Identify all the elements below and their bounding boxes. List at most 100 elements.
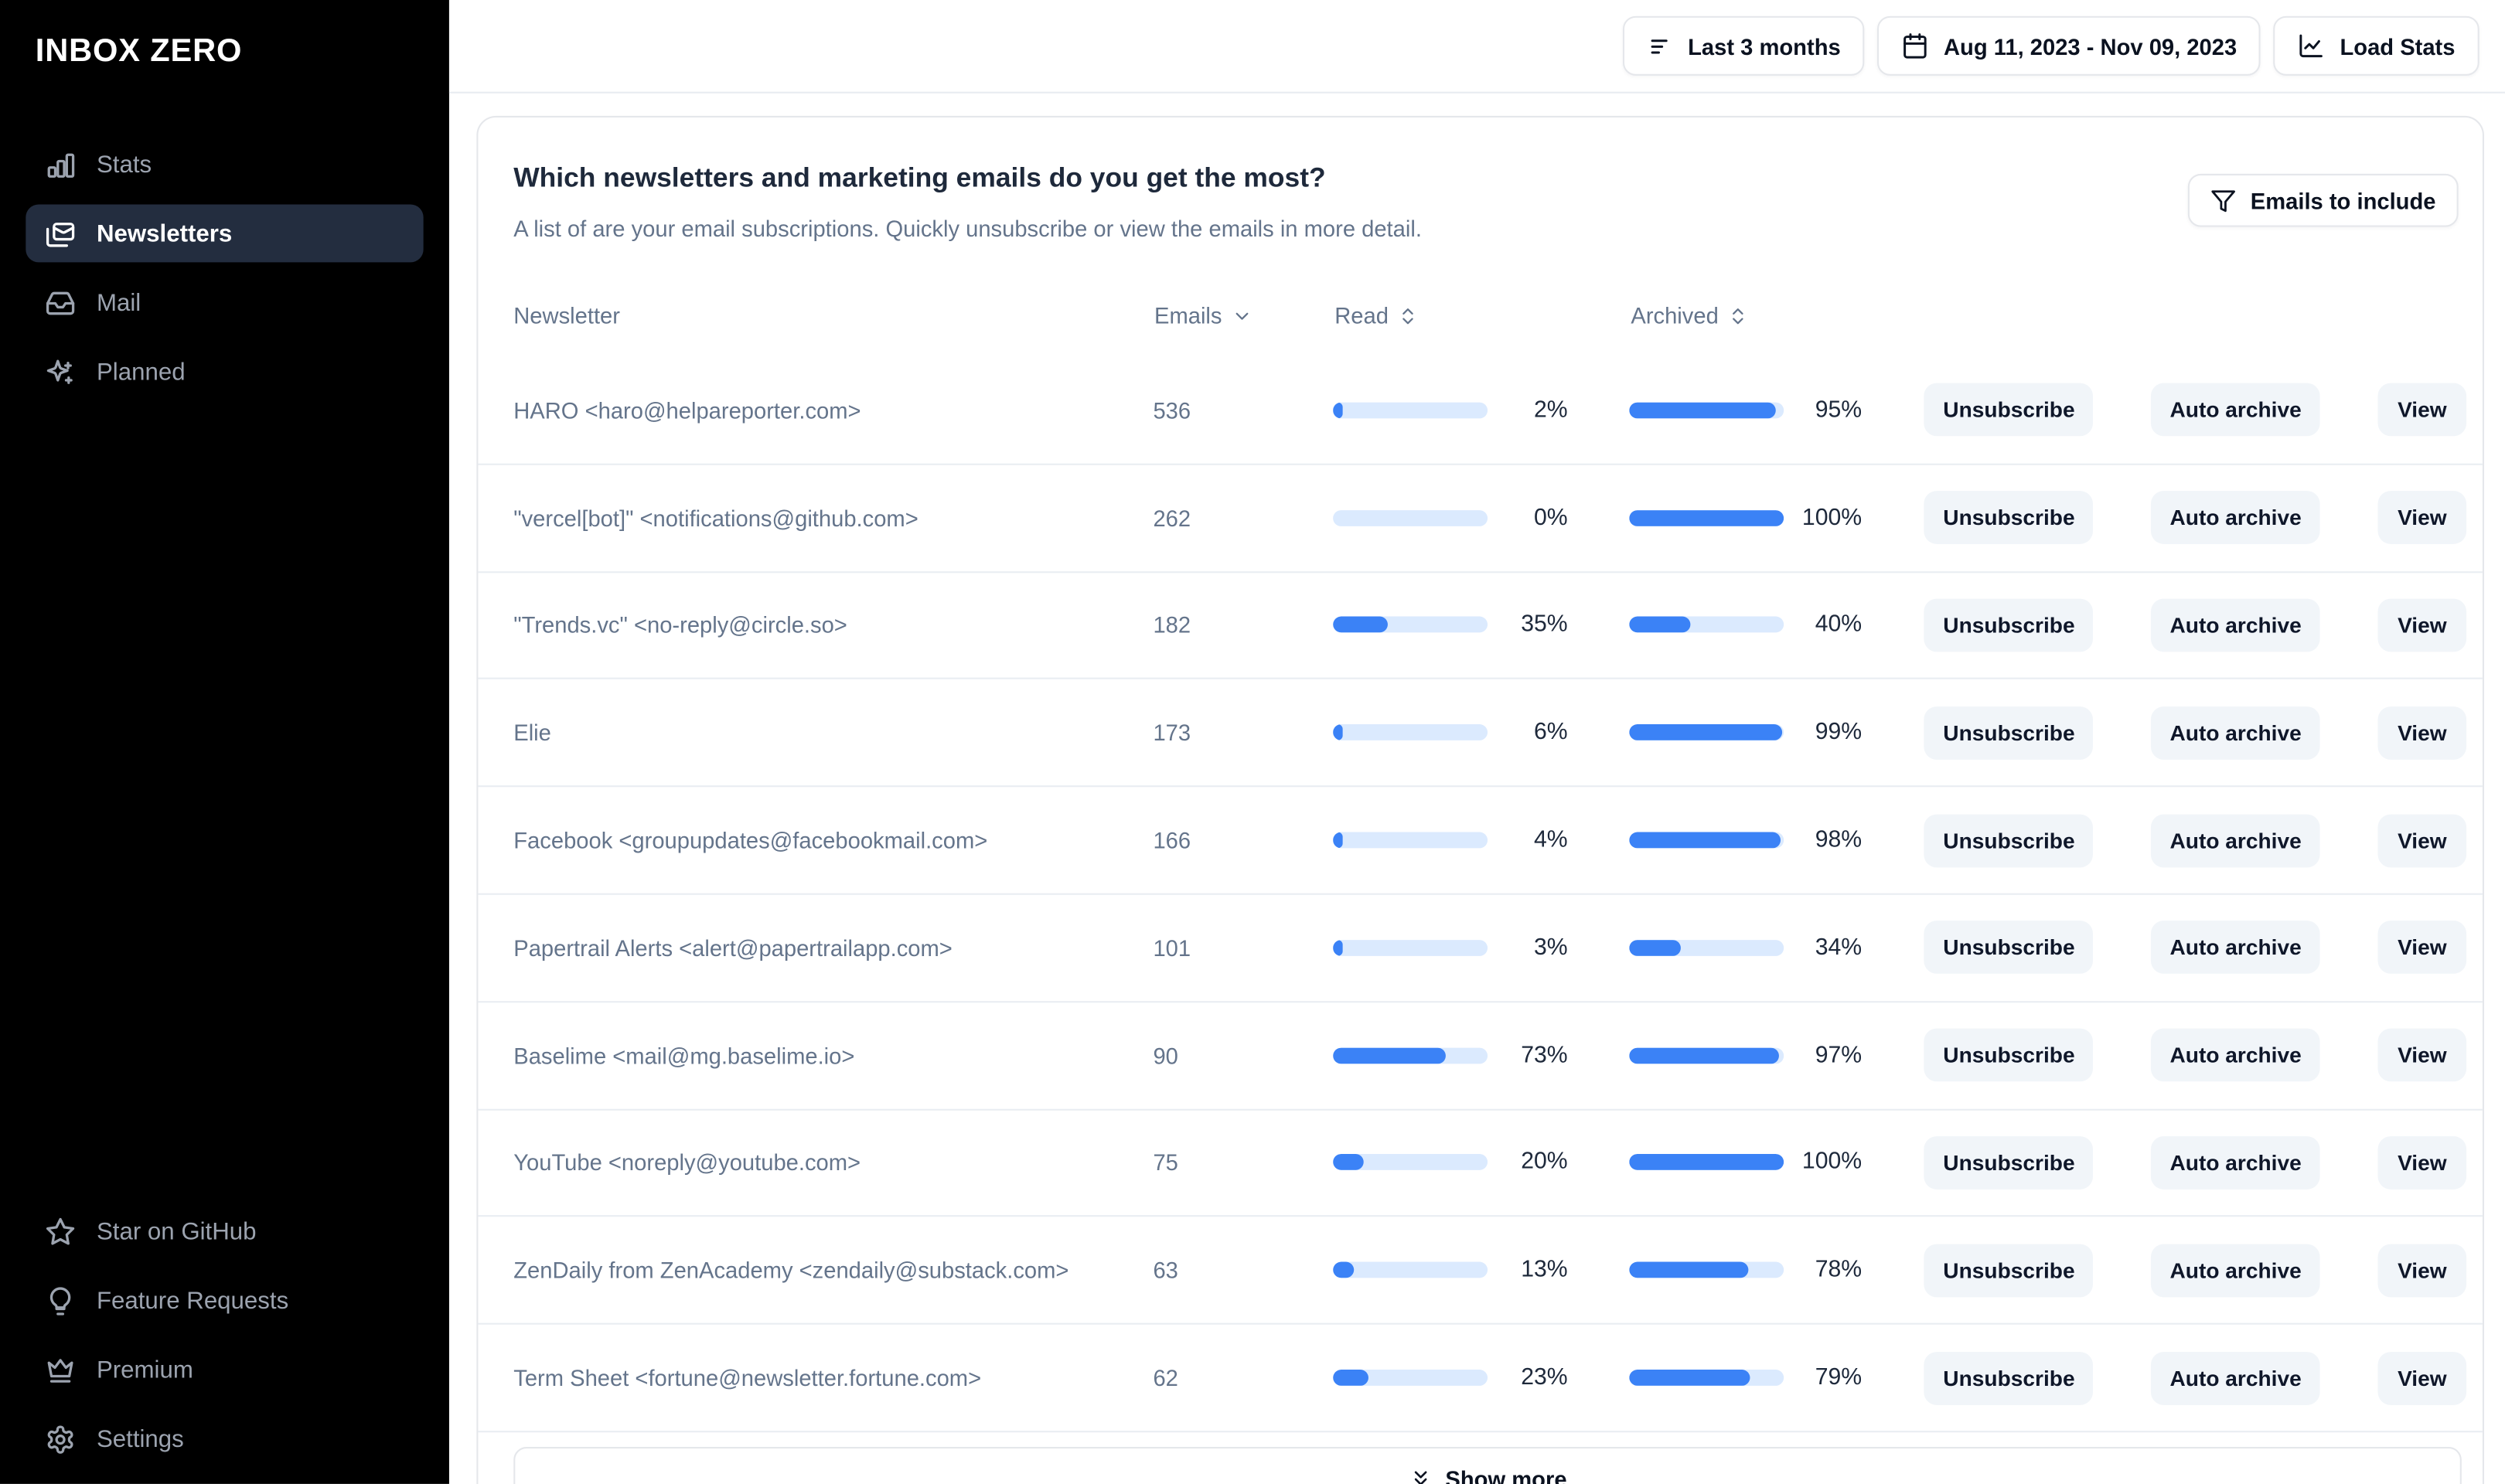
unsubscribe-button[interactable]: Unsubscribe xyxy=(1924,706,2094,760)
column-header-archived[interactable]: Archived xyxy=(1631,302,1749,328)
archived-progress-bar xyxy=(1628,617,1784,634)
view-button[interactable]: View xyxy=(2377,1028,2467,1082)
emails-count: 62 xyxy=(1153,1364,1178,1391)
unsubscribe-button[interactable]: Unsubscribe xyxy=(1924,1244,2094,1297)
archived-percentage: 40% xyxy=(1815,612,1863,638)
auto-archive-button[interactable]: Auto archive xyxy=(2151,1244,2320,1297)
unsubscribe-button[interactable]: Unsubscribe xyxy=(1924,383,2094,437)
view-button[interactable]: View xyxy=(2377,813,2467,867)
load-stats-button[interactable]: Load Stats xyxy=(2274,15,2479,76)
archived-progress-bar xyxy=(1628,1154,1784,1171)
date-range-button[interactable]: Aug 11, 2023 - Nov 09, 2023 xyxy=(1877,15,2261,76)
auto-archive-button[interactable]: Auto archive xyxy=(2151,1351,2320,1404)
read-percentage: 73% xyxy=(1521,1042,1568,1068)
table-header-row: Newsletter Emails Read xyxy=(478,274,2482,357)
newsletter-icon xyxy=(45,218,76,249)
emails-count: 173 xyxy=(1153,720,1191,746)
archived-progress-bar xyxy=(1628,1262,1784,1278)
sidebar: INBOX ZERO Stats Newsletters Mail xyxy=(0,0,449,1484)
read-progress-bar xyxy=(1333,939,1488,956)
unsubscribe-button[interactable]: Unsubscribe xyxy=(1924,1351,2094,1404)
view-button[interactable]: View xyxy=(2377,383,2467,437)
show-more-button[interactable]: Show more xyxy=(513,1446,2462,1484)
sidebar-footer: Star on GitHub Feature Requests Premium … xyxy=(0,1202,449,1483)
archived-percentage: 100% xyxy=(1801,1149,1863,1176)
view-button[interactable]: View xyxy=(2377,491,2467,545)
card-title: Which newsletters and marketing emails d… xyxy=(513,162,1326,193)
table-row: "vercel[bot]" <notifications@github.com>… xyxy=(478,465,2483,573)
column-header-emails[interactable]: Emails xyxy=(1154,302,1334,328)
newsletters-table: Newsletter Emails Read xyxy=(478,274,2483,1484)
crown-icon xyxy=(45,1354,76,1385)
chevrons-up-down-icon xyxy=(1728,305,1749,326)
sidebar-item-label: Premium xyxy=(96,1356,193,1384)
auto-archive-button[interactable]: Auto archive xyxy=(2151,813,2320,867)
sidebar-item-mail[interactable]: Mail xyxy=(26,274,423,332)
sidebar-item-premium[interactable]: Premium xyxy=(26,1341,423,1399)
archived-progress-bar xyxy=(1628,402,1784,419)
sidebar-item-stats[interactable]: Stats xyxy=(26,135,423,193)
view-button[interactable]: View xyxy=(2377,1351,2467,1404)
emails-count: 75 xyxy=(1153,1149,1178,1176)
newsletter-name: "Trends.vc" <no-reply@circle.so> xyxy=(513,612,847,638)
chevrons-up-down-icon xyxy=(1398,305,1419,326)
auto-archive-button[interactable]: Auto archive xyxy=(2151,598,2320,652)
read-progress-bar xyxy=(1333,1047,1488,1064)
read-percentage: 23% xyxy=(1521,1364,1568,1391)
sidebar-item-planned[interactable]: Planned xyxy=(26,343,423,401)
period-select-button[interactable]: Last 3 months xyxy=(1623,15,1865,76)
auto-archive-button[interactable]: Auto archive xyxy=(2151,491,2320,545)
archived-percentage: 34% xyxy=(1815,934,1863,961)
archived-percentage: 95% xyxy=(1815,397,1863,424)
read-percentage: 6% xyxy=(1534,720,1568,746)
auto-archive-button[interactable]: Auto archive xyxy=(2151,1028,2320,1082)
table-row: ZenDaily from ZenAcademy <zendaily@subst… xyxy=(478,1217,2483,1326)
read-percentage: 35% xyxy=(1521,612,1568,638)
read-progress-bar xyxy=(1333,509,1488,526)
sparkles-icon xyxy=(45,356,76,387)
view-button[interactable]: View xyxy=(2377,598,2467,652)
auto-archive-button[interactable]: Auto archive xyxy=(2151,383,2320,437)
chevron-down-icon xyxy=(1232,305,1252,326)
sidebar-item-star-on-github[interactable]: Star on GitHub xyxy=(26,1202,423,1260)
unsubscribe-button[interactable]: Unsubscribe xyxy=(1924,813,2094,867)
unsubscribe-button[interactable]: Unsubscribe xyxy=(1924,1136,2094,1190)
table-row: HARO <haro@helpareporter.com> 536 2% 95%… xyxy=(478,357,2483,465)
sidebar-item-settings[interactable]: Settings xyxy=(26,1410,423,1468)
read-percentage: 2% xyxy=(1534,397,1568,424)
card-subtitle: A list of are your email subscriptions. … xyxy=(513,216,1422,242)
auto-archive-button[interactable]: Auto archive xyxy=(2151,921,2320,975)
archived-percentage: 79% xyxy=(1815,1364,1863,1391)
sidebar-item-label: Newsletters xyxy=(96,220,233,247)
emails-count: 90 xyxy=(1153,1042,1178,1068)
archived-percentage: 100% xyxy=(1801,505,1863,531)
column-header-read[interactable]: Read xyxy=(1334,302,1569,328)
sidebar-item-newsletters[interactable]: Newsletters xyxy=(26,204,424,263)
read-percentage: 4% xyxy=(1534,827,1568,853)
sidebar-item-feature-requests[interactable]: Feature Requests xyxy=(26,1271,423,1329)
sidebar-nav: Stats Newsletters Mail Planned xyxy=(0,135,449,401)
view-button[interactable]: View xyxy=(2377,1136,2467,1190)
unsubscribe-button[interactable]: Unsubscribe xyxy=(1924,921,2094,975)
newsletter-name: HARO <haro@helpareporter.com> xyxy=(513,397,861,424)
archived-progress-bar xyxy=(1628,939,1784,956)
auto-archive-button[interactable]: Auto archive xyxy=(2151,706,2320,760)
gear-icon xyxy=(45,1424,76,1455)
emails-to-include-button[interactable]: Emails to include xyxy=(2187,173,2459,227)
archived-progress-bar xyxy=(1628,724,1784,741)
column-header-newsletter: Newsletter xyxy=(513,302,620,328)
table-row: Baselime <mail@mg.baselime.io> 90 73% 97… xyxy=(478,1002,2483,1110)
auto-archive-button[interactable]: Auto archive xyxy=(2151,1136,2320,1190)
unsubscribe-button[interactable]: Unsubscribe xyxy=(1924,598,2094,652)
unsubscribe-button[interactable]: Unsubscribe xyxy=(1924,491,2094,545)
view-button[interactable]: View xyxy=(2377,1244,2467,1297)
read-progress-bar xyxy=(1333,402,1488,419)
read-percentage: 20% xyxy=(1521,1149,1568,1176)
view-button[interactable]: View xyxy=(2377,706,2467,760)
sidebar-item-label: Planned xyxy=(96,358,186,386)
view-button[interactable]: View xyxy=(2377,921,2467,975)
unsubscribe-button[interactable]: Unsubscribe xyxy=(1924,1028,2094,1082)
newsletter-name: Papertrail Alerts <alert@papertrailapp.c… xyxy=(513,934,953,961)
table-row: Elie 173 6% 99% Unsubscribe Auto archive… xyxy=(478,680,2483,788)
emails-count: 63 xyxy=(1153,1257,1178,1284)
